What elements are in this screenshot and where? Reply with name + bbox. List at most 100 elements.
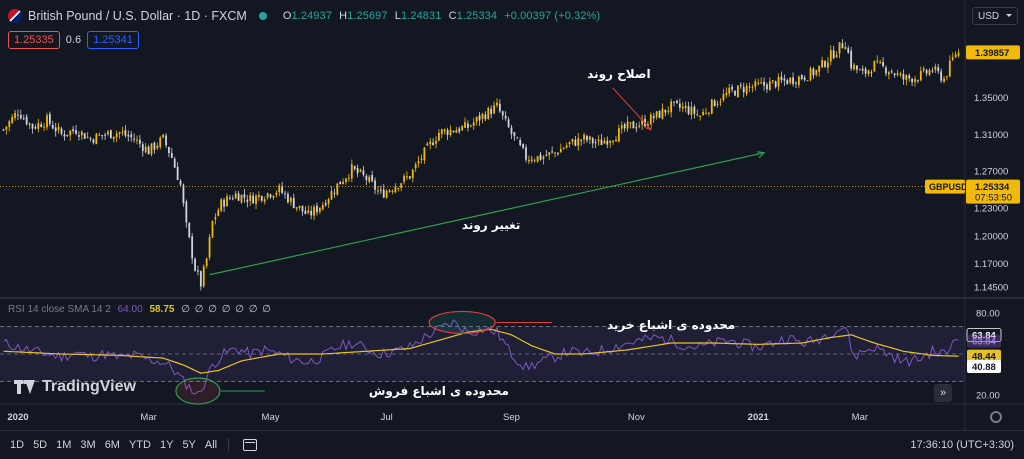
- candle-body: [377, 190, 379, 192]
- candle-body: [228, 197, 231, 199]
- trade-pills: 1.25335 0.6 1.25341: [8, 31, 139, 49]
- candle-body: [188, 222, 191, 238]
- rsi-name[interactable]: RSI: [8, 304, 25, 315]
- calendar-icon[interactable]: [243, 439, 258, 451]
- candle-body: [252, 195, 255, 204]
- candle-body: [652, 116, 655, 119]
- clock-readout[interactable]: 17:36:10 (UTC+3:30): [910, 439, 1014, 451]
- candle-body: [742, 87, 745, 93]
- candle-body: [716, 103, 719, 105]
- timeframe-1m-button[interactable]: 1M: [56, 439, 72, 451]
- open-label: O: [282, 10, 292, 22]
- candle-body: [597, 139, 600, 142]
- candle-body: [693, 106, 696, 114]
- candle-body: [647, 124, 649, 126]
- timeframe-6m-button[interactable]: 6M: [104, 439, 120, 451]
- symbol-title[interactable]: British Pound / U.S. Dollar · 1D · FXCM: [28, 9, 247, 23]
- time-tick-label: Sep: [503, 412, 520, 423]
- timeframe-1d-button[interactable]: 1D: [10, 439, 25, 451]
- candle-body: [768, 81, 771, 91]
- candle-body: [440, 129, 443, 135]
- candle-body: [922, 68, 925, 71]
- candle-body: [818, 65, 821, 72]
- candle-body: [287, 194, 289, 203]
- time-tick-label: 2020: [7, 412, 28, 423]
- candle-body: [641, 119, 644, 125]
- candle-body: [141, 144, 144, 152]
- candle-body: [54, 127, 57, 132]
- timeframe-1y-button[interactable]: 1Y: [159, 439, 174, 451]
- candle-body: [661, 108, 664, 119]
- candle-body: [8, 121, 11, 127]
- candle-body: [417, 161, 420, 164]
- candle-body: [168, 146, 170, 154]
- time-tick-label: Jul: [381, 412, 393, 423]
- candle-body: [60, 128, 63, 134]
- candle-body: [266, 193, 269, 198]
- candle-body: [705, 112, 707, 114]
- candle-body: [902, 73, 905, 80]
- candle-body: [586, 135, 588, 141]
- candle-body: [719, 101, 722, 103]
- candle-body: [568, 141, 571, 145]
- candle-body: [702, 111, 704, 116]
- candle-body: [696, 114, 699, 116]
- buy-button[interactable]: 1.25341: [87, 31, 139, 49]
- candle-body: [333, 192, 336, 194]
- candle-body: [275, 192, 278, 195]
- candle-body: [156, 145, 159, 149]
- candle-body: [542, 156, 545, 160]
- candle-body: [664, 109, 667, 113]
- candle-body: [292, 197, 295, 208]
- candle-body: [330, 191, 333, 200]
- bottom-toolbar: 1D 5D 1M 3M 6M YTD 1Y 5Y All 17:36:10 (UTC+3:30): [0, 430, 1024, 459]
- candle-body: [136, 139, 138, 141]
- candle-body: [92, 139, 95, 143]
- symbol-tag-label: GBPUSD: [929, 182, 968, 192]
- candle-body: [757, 82, 760, 84]
- candle-body: [943, 78, 945, 82]
- currency-select[interactable]: USD: [972, 7, 1018, 25]
- candle-body: [533, 160, 536, 162]
- candle-body: [199, 271, 202, 287]
- candle-body: [763, 81, 765, 86]
- candle-body: [37, 123, 40, 129]
- candle-body: [612, 140, 614, 143]
- candle-body: [766, 84, 768, 90]
- timeframe-all-button[interactable]: All: [204, 439, 218, 451]
- candle-body: [858, 69, 861, 71]
- candle-body: [882, 61, 884, 67]
- sell-button[interactable]: 1.25335: [8, 31, 60, 49]
- candle-body: [748, 86, 751, 88]
- timeframe-5y-button[interactable]: 5Y: [182, 439, 196, 451]
- candle-body: [548, 152, 551, 156]
- scroll-to-latest-button[interactable]: »: [934, 384, 952, 402]
- candle-body: [429, 141, 432, 145]
- candle-body: [72, 129, 75, 132]
- candle-body: [127, 134, 130, 137]
- candle-body: [107, 131, 109, 135]
- candle-body: [516, 137, 519, 139]
- rsi-value-tag-text: 63.84: [972, 336, 996, 347]
- price-tick-label: 1.27000: [974, 167, 1008, 178]
- candle-body: [118, 132, 121, 134]
- candle-body: [452, 131, 455, 133]
- candle-body: [446, 130, 449, 135]
- candle-body: [737, 85, 739, 97]
- candles-layer: [2, 39, 960, 291]
- candle-body: [928, 70, 931, 75]
- candle-body: [751, 87, 754, 89]
- candle-body: [507, 119, 510, 128]
- timeframe-3m-button[interactable]: 3M: [80, 439, 96, 451]
- candle-body: [676, 100, 678, 103]
- timeframe-5d-button[interactable]: 5D: [33, 439, 48, 451]
- candle-body: [467, 123, 469, 128]
- candle-body: [559, 148, 562, 153]
- candle-body: [821, 59, 824, 68]
- timeframe-ytd-button[interactable]: YTD: [128, 439, 151, 451]
- gear-icon[interactable]: [990, 411, 1002, 423]
- candle-body: [623, 123, 626, 129]
- candle-body: [655, 111, 658, 118]
